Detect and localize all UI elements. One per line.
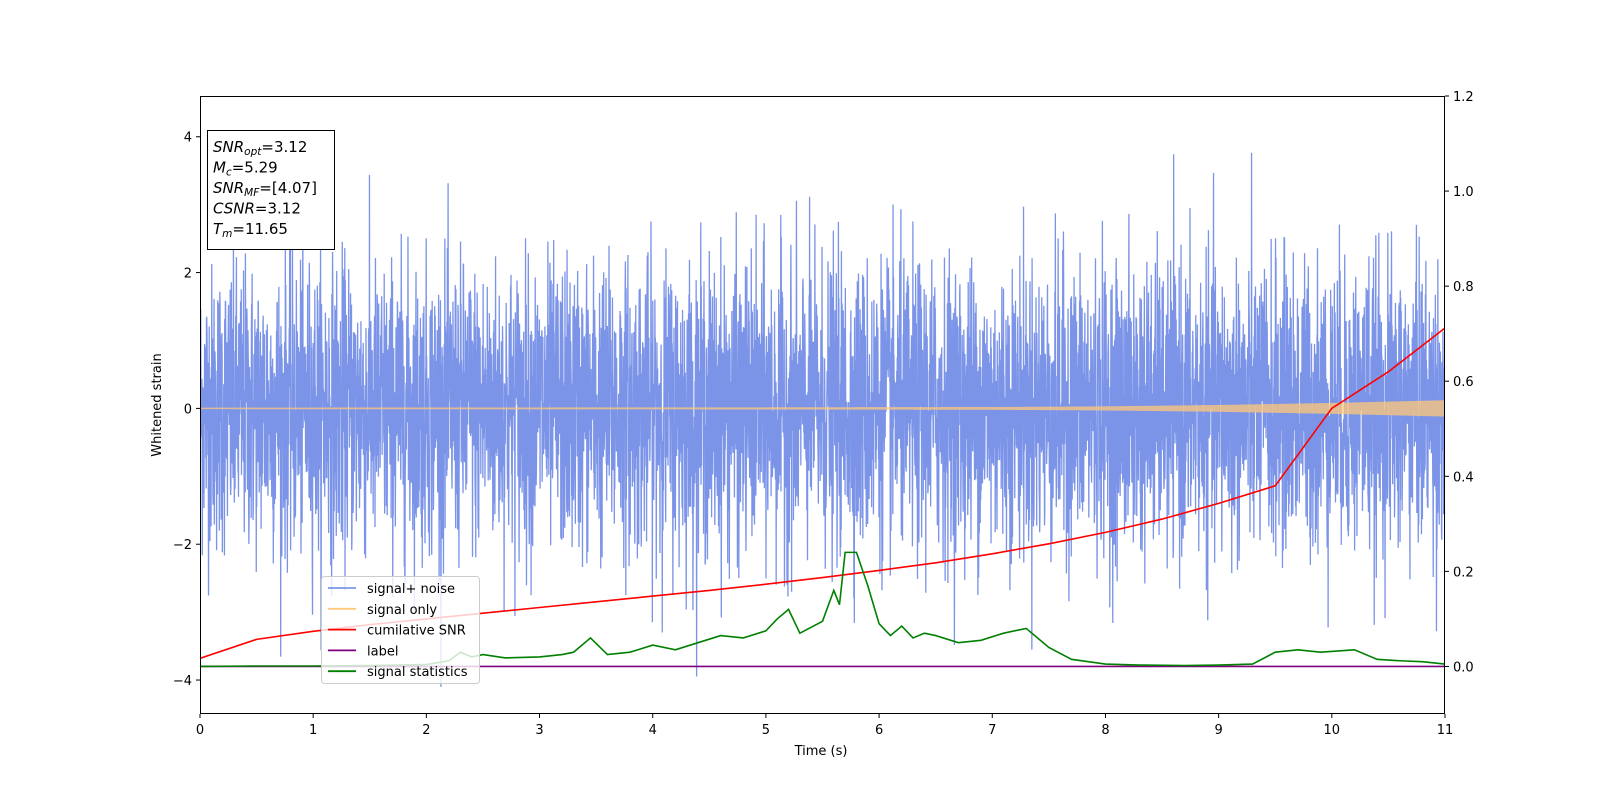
y-left-tick-label: 4 [184,131,192,146]
x-tick-label: 8 [1101,723,1109,738]
legend-frame [321,576,480,684]
legend-label: label [367,644,398,659]
info-box-line: SNRopt=3.12 [213,138,307,158]
y-right-tick-label: 0.2 [1453,565,1474,580]
x-tick-label: 10 [1324,723,1341,738]
y-right-tick-label: 0.8 [1453,280,1474,295]
legend-label: cumilative SNR [367,624,466,639]
y-left-tick-label: −2 [173,538,192,553]
y-right-tick-label: 0.6 [1453,375,1474,390]
x-tick-label: 11 [1437,723,1454,738]
legend-label: signal statistics [367,665,468,680]
y-right-tick-label: 1.0 [1453,185,1474,200]
x-tick-label: 9 [1214,723,1222,738]
x-tick-label: 0 [196,723,204,738]
y-right-tick-label: 0.4 [1453,470,1474,485]
series-line-signal-noise [200,152,1445,687]
info-box-line: Tm=11.65 [213,220,288,240]
y-left-tick-label: 0 [184,402,192,417]
ticks-layer: 0 1 2 3 4 5 6 7 8 9 10 11 −4 −2 0 2 4 0.0 0.2 0.4 0.6 0.8 1.0 1… [173,90,1474,738]
legend-label: signal only [367,603,437,618]
info-box-line: SNRMF=[4.07] [213,179,317,199]
x-tick-label: 1 [309,723,317,738]
y-right-tick-label: 0.0 [1453,660,1474,675]
series-line-signal-statistics [200,551,1445,668]
x-tick-label: 2 [422,723,430,738]
x-axis-title: Time (s) [794,744,848,759]
y-axis-title: Whitened strain [150,353,165,456]
legend: signal+ noise signal only cumilative SNR la… [321,576,480,684]
legend-label: signal+ noise [367,582,455,597]
info-box-frame [207,130,335,250]
info-box-line: Mc=5.29 [213,159,278,179]
y-left-tick-label: −4 [173,674,192,689]
plot-frame [200,96,1445,714]
x-tick-label: 5 [762,723,770,738]
series-line-signal-only [200,400,1445,417]
y-left-tick-label: 2 [184,267,192,282]
y-right-tick-label: 1.2 [1453,90,1474,105]
info-box-line: CSNR=3.12 [213,200,301,218]
x-tick-label: 3 [535,723,543,738]
x-tick-label: 6 [875,723,883,738]
x-tick-label: 4 [649,723,657,738]
x-tick-label: 7 [988,723,996,738]
